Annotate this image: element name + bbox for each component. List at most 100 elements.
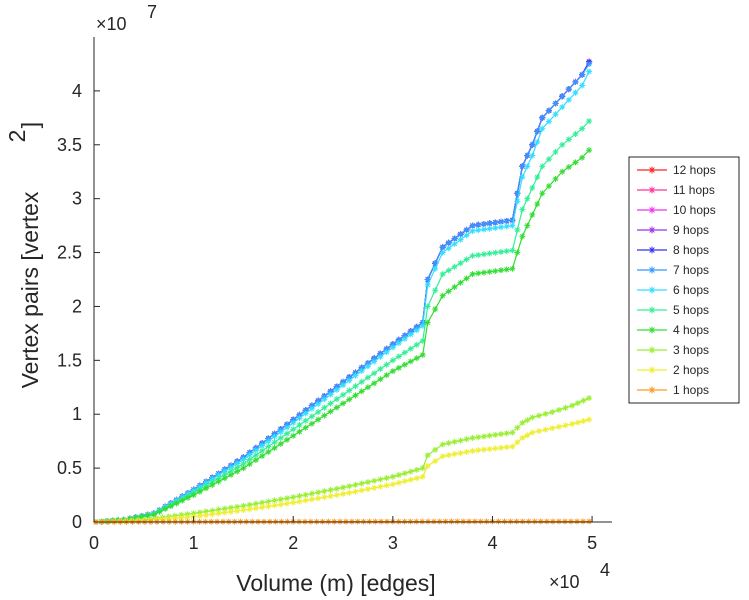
series-point (529, 211, 536, 218)
series-point (302, 497, 309, 504)
series-point (569, 420, 576, 427)
series-point (315, 416, 322, 423)
series-point (352, 383, 359, 390)
x-tick-label: 3 (388, 533, 398, 553)
series-point (296, 422, 303, 428)
series-6-hops (92, 68, 593, 525)
series-point (395, 479, 402, 486)
series-point (407, 476, 414, 483)
series-point (424, 303, 431, 310)
series-point (395, 472, 402, 479)
series-line (95, 61, 590, 523)
series-10-hops (92, 58, 593, 525)
series-point (469, 271, 476, 278)
series-point (203, 485, 210, 492)
series-point (457, 279, 464, 286)
series-point (424, 462, 431, 469)
series-point (424, 281, 431, 288)
series-point (290, 419, 297, 426)
series-point (383, 475, 390, 482)
series-point (524, 222, 531, 229)
series-point (162, 505, 169, 512)
legend-label: 12 hops (673, 163, 716, 177)
series-point (545, 118, 552, 125)
series-point (514, 249, 521, 256)
series-point (284, 430, 291, 437)
legend-label: 6 hops (673, 283, 709, 297)
series-point (308, 405, 315, 412)
series-point (179, 497, 186, 504)
series-point (492, 268, 499, 275)
series-point (552, 148, 559, 155)
series-point (471, 518, 478, 525)
series-point (333, 386, 340, 393)
legend-label: 2 hops (673, 363, 709, 377)
series-point (579, 125, 586, 132)
series-point (451, 438, 458, 445)
series-point (552, 100, 559, 107)
series-point (271, 433, 278, 440)
series-point (340, 490, 347, 497)
series-point (227, 471, 234, 478)
series-point (265, 438, 272, 445)
series-point (562, 422, 569, 429)
legend-label: 3 hops (673, 343, 709, 357)
series-point (555, 406, 562, 413)
series-point (321, 412, 328, 419)
series-point (150, 511, 157, 518)
series-point (648, 246, 656, 254)
x-tick-label: 4 (487, 533, 497, 553)
series-point (549, 425, 556, 432)
series-point (327, 493, 334, 500)
series-point (519, 206, 526, 213)
series-point (432, 265, 439, 272)
series-point (196, 488, 203, 495)
series-point (565, 136, 572, 143)
series-point (542, 426, 549, 433)
series-point (498, 267, 504, 274)
series-point (565, 86, 572, 93)
series-point (364, 363, 371, 370)
x-tick-label: 1 (189, 533, 199, 553)
series-point (537, 518, 544, 525)
series-point (271, 439, 278, 446)
series-point (480, 226, 487, 233)
series-point (498, 224, 504, 231)
series-point (492, 445, 499, 452)
series-point (407, 345, 414, 352)
series-point (215, 478, 222, 485)
series-point (559, 93, 566, 100)
series-point (240, 507, 247, 514)
series-point (156, 508, 163, 515)
legend-item: 3 hops (637, 343, 709, 357)
series-point (586, 118, 593, 125)
series-point (364, 486, 371, 493)
legend-label: 11 hops (673, 183, 715, 197)
series-point (395, 340, 402, 347)
series-point (498, 444, 504, 451)
series-point (580, 518, 587, 525)
series-point (277, 434, 284, 441)
y-axis-label: Vertex pairs [vertex (17, 191, 43, 388)
series-point (296, 428, 303, 435)
series-point (549, 518, 556, 525)
series-point (445, 239, 452, 246)
series-point (271, 502, 278, 509)
series-point (486, 446, 493, 453)
series-point (340, 382, 347, 389)
series-point (503, 223, 510, 230)
series-point (529, 429, 536, 436)
series-point (463, 256, 470, 263)
series-point (457, 231, 464, 238)
series-point (565, 96, 572, 103)
y-tick-label: 1.5 (57, 350, 82, 370)
series-point (371, 358, 378, 365)
y-tick-label: 3.5 (57, 135, 82, 155)
series-point (559, 141, 566, 148)
series-point (503, 430, 510, 437)
series-point (234, 507, 241, 514)
series-point (513, 518, 520, 525)
series-line (95, 61, 590, 523)
series-point (648, 206, 656, 214)
series-point (383, 361, 390, 368)
